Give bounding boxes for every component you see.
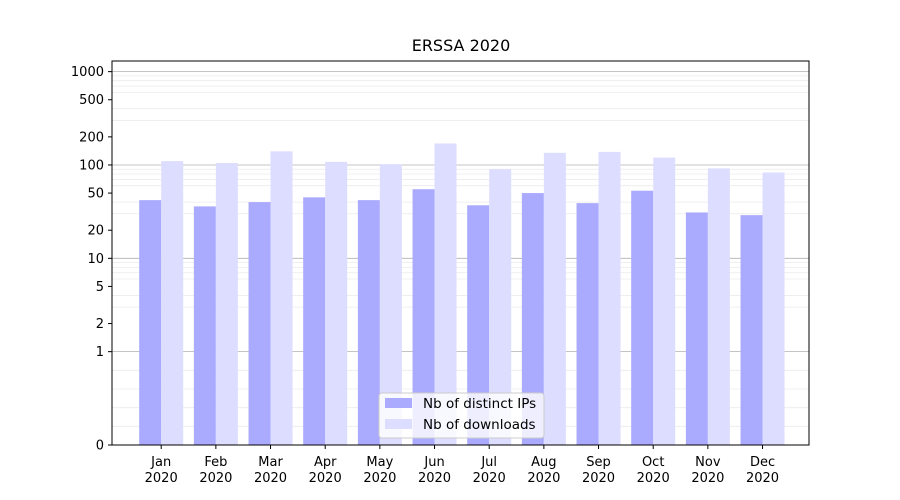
x-tick-label-year: 2020 bbox=[527, 471, 560, 486]
y-tick-label: 200 bbox=[79, 130, 104, 145]
y-tick-label: 500 bbox=[79, 93, 104, 108]
x-tick-label: Nov bbox=[695, 455, 721, 470]
bar-distinct-ips bbox=[467, 205, 490, 445]
x-tick-label: Apr bbox=[314, 455, 337, 470]
y-tick-label: 10 bbox=[87, 252, 104, 267]
x-tick-label-year: 2020 bbox=[145, 471, 178, 486]
bar-downloads bbox=[707, 168, 730, 445]
bar-downloads bbox=[762, 172, 785, 446]
y-axis: 0 1 2 5 10 20 50 100 200 500 1000 bbox=[71, 65, 112, 454]
x-tick-label: Aug bbox=[531, 455, 556, 470]
x-tick-label-year: 2020 bbox=[691, 471, 724, 486]
bar-downloads bbox=[379, 164, 402, 445]
bar-distinct-ips bbox=[193, 206, 216, 445]
bar-distinct-ips bbox=[139, 200, 162, 445]
y-tick-label: 1 bbox=[96, 345, 104, 360]
x-tick-label-year: 2020 bbox=[473, 471, 506, 486]
y-tick-label: 2 bbox=[96, 317, 104, 332]
x-tick-label: Jun bbox=[423, 455, 444, 470]
bar-distinct-ips bbox=[248, 202, 271, 445]
bar-distinct-ips bbox=[740, 215, 763, 445]
x-axis: Jan2020Feb2020Mar2020Apr2020May2020Jun20… bbox=[145, 445, 779, 486]
y-tick-label: 1000 bbox=[71, 65, 104, 80]
bar-downloads bbox=[653, 157, 676, 446]
bar-downloads bbox=[543, 152, 566, 445]
x-tick-label-year: 2020 bbox=[582, 471, 615, 486]
bar-distinct-ips bbox=[412, 189, 435, 445]
x-tick-label: Jul bbox=[480, 455, 497, 470]
legend-swatch-downloads bbox=[385, 419, 412, 429]
x-tick-label-year: 2020 bbox=[637, 471, 670, 486]
x-tick-label-year: 2020 bbox=[254, 471, 287, 486]
bar-distinct-ips bbox=[357, 200, 380, 445]
x-tick-label-year: 2020 bbox=[199, 471, 232, 486]
bar-distinct-ips bbox=[685, 212, 708, 445]
bar-downloads bbox=[598, 151, 621, 445]
y-tick-label: 100 bbox=[79, 158, 104, 173]
plot-area-frame bbox=[111, 60, 810, 446]
x-tick-label: Dec bbox=[750, 455, 775, 470]
x-tick-label-year: 2020 bbox=[418, 471, 451, 486]
x-tick-label: Jan bbox=[150, 455, 171, 470]
x-tick-label: Oct bbox=[642, 455, 664, 470]
y-tick-label: 50 bbox=[87, 187, 104, 202]
x-tick-label: Sep bbox=[586, 455, 611, 470]
y-tick-label: 0 bbox=[96, 439, 104, 454]
bars bbox=[139, 143, 785, 446]
x-tick-label: Feb bbox=[204, 455, 227, 470]
bar-distinct-ips bbox=[521, 193, 544, 445]
y-tick-label: 20 bbox=[87, 224, 104, 239]
y-tick-label: 5 bbox=[96, 280, 104, 295]
bar-downloads bbox=[489, 169, 512, 446]
bar-downloads bbox=[215, 162, 238, 445]
x-tick-label: Mar bbox=[258, 455, 283, 470]
legend-label-downloads: Nb of downloads bbox=[423, 417, 536, 433]
legend-swatch-distinct-ips bbox=[385, 398, 412, 408]
chart-title: ERSSA 2020 bbox=[412, 36, 511, 55]
bar-distinct-ips bbox=[303, 197, 326, 445]
bar-downloads bbox=[161, 161, 184, 446]
bar-distinct-ips bbox=[631, 190, 654, 445]
x-tick-label-year: 2020 bbox=[363, 471, 396, 486]
legend-label-distinct-ips: Nb of distinct IPs bbox=[423, 396, 536, 412]
x-tick-label-year: 2020 bbox=[309, 471, 342, 486]
x-tick-label: May bbox=[366, 455, 393, 470]
bar-distinct-ips bbox=[576, 203, 599, 445]
x-tick-label-year: 2020 bbox=[746, 471, 779, 486]
bar-downloads bbox=[325, 161, 348, 446]
bar-downloads bbox=[434, 143, 457, 445]
bar-downloads bbox=[270, 151, 293, 445]
legend: Nb of distinct IPs Nb of downloads bbox=[378, 392, 545, 439]
legend-box bbox=[378, 392, 545, 439]
